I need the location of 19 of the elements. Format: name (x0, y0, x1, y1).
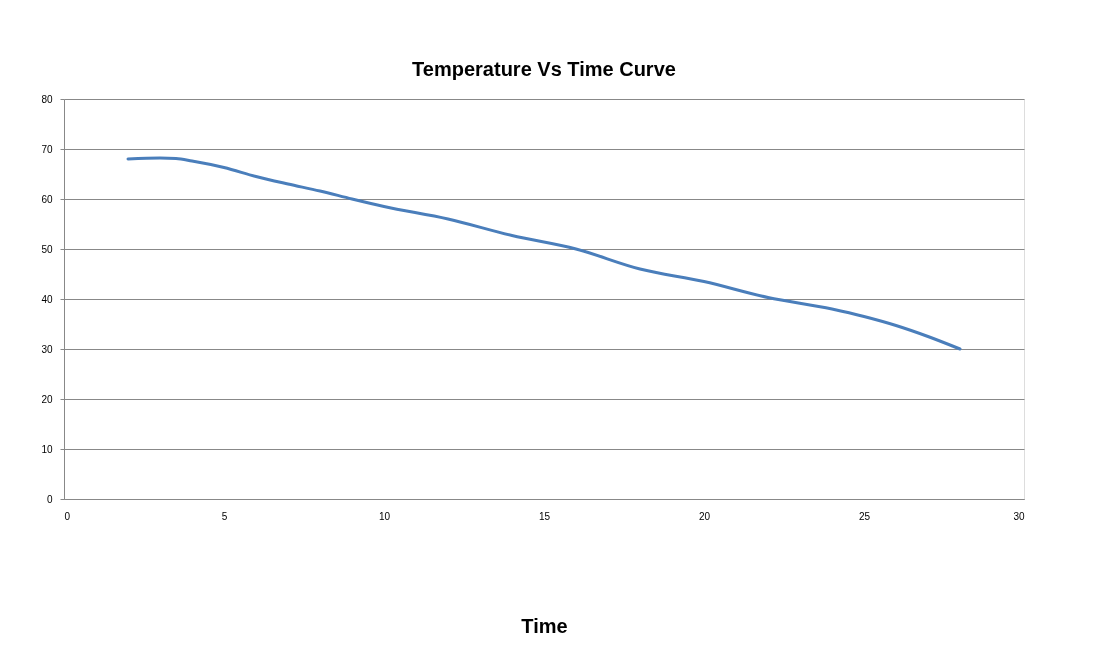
x-tick-label: 10 (378, 510, 391, 522)
y-tick-label: 60 (41, 193, 53, 205)
x-tick-label: 5 (221, 510, 228, 522)
x-tick-label: 15 (538, 510, 551, 522)
line-series (126, 156, 962, 351)
x-tick-label: 30 (1013, 510, 1025, 522)
y-tick-label: 80 (41, 93, 53, 105)
y-tick-label: 10 (41, 443, 53, 455)
y-tick-label: 70 (41, 143, 53, 155)
y-tick-label: 30 (41, 343, 53, 355)
y-tick-label: 20 (41, 393, 53, 405)
y-tick-label: 50 (41, 243, 53, 255)
x-tick-label: 20 (698, 510, 711, 522)
x-tick-label: 25 (858, 510, 871, 522)
chart-title: Temperature Vs Time Curve (412, 58, 676, 80)
y-tick-label: 0 (46, 493, 53, 505)
x-axis-title: Time (521, 614, 568, 637)
y-tick-label: 40 (41, 293, 53, 305)
x-tick-label: 0 (64, 510, 71, 522)
